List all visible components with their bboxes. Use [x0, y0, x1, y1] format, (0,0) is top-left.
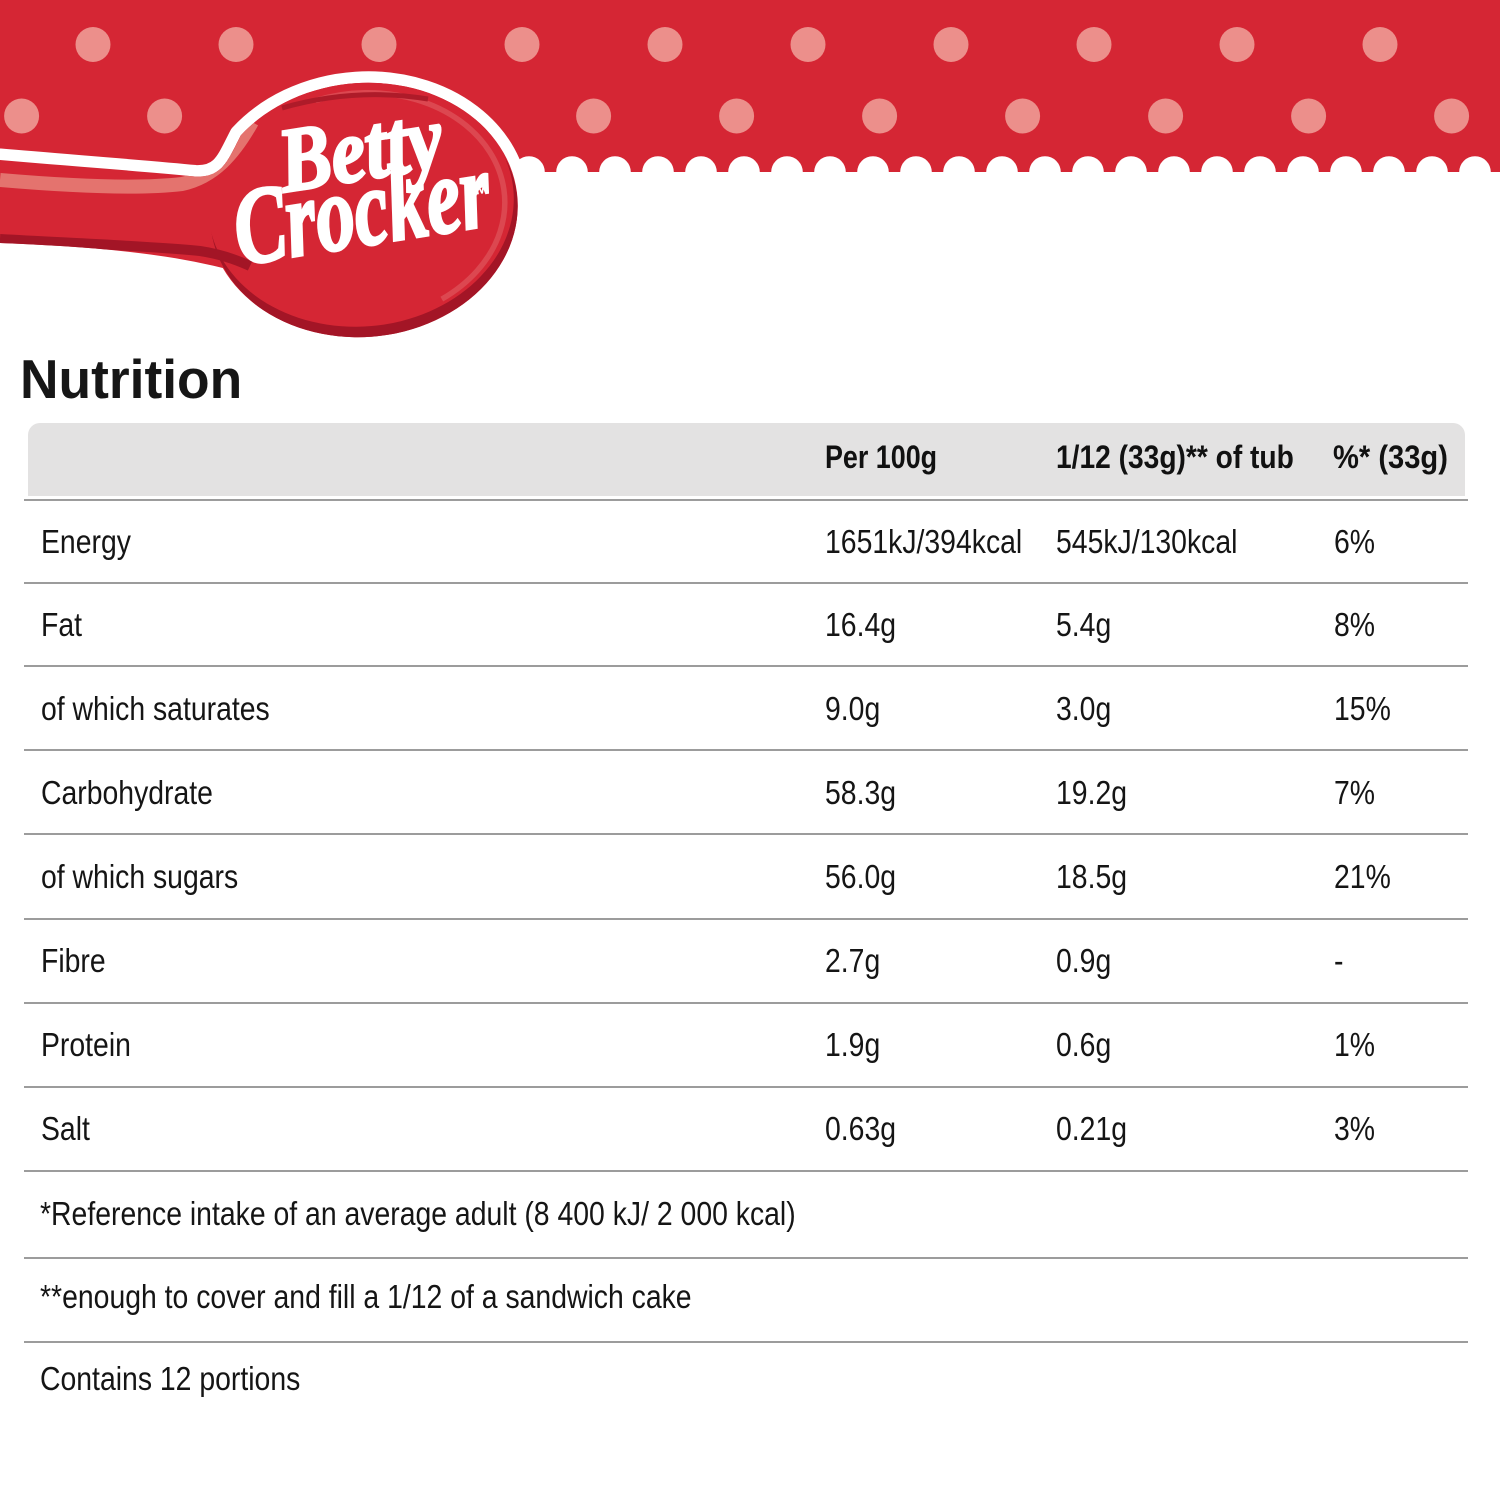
svg-text:Betty: Betty [270, 86, 449, 212]
svg-text:TM: TM [465, 180, 489, 200]
